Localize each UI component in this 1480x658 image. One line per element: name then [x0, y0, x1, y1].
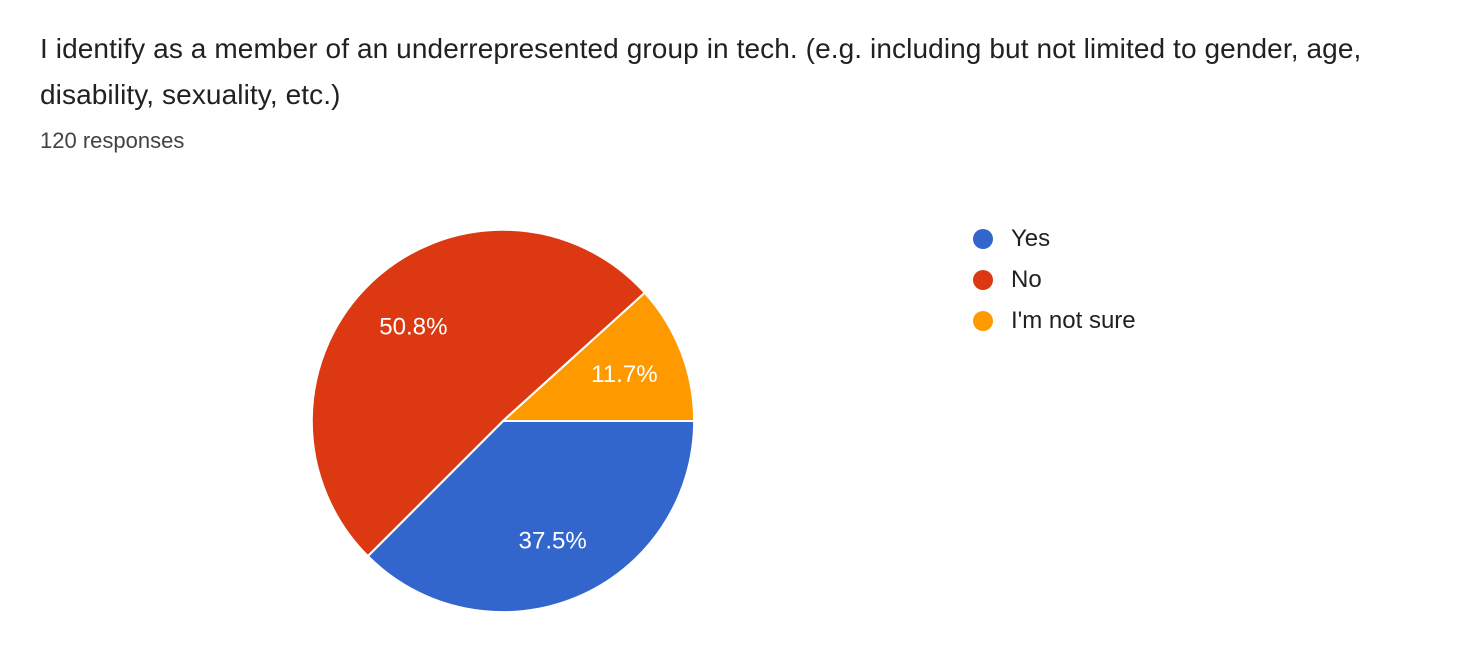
- pie-slice-yes[interactable]: [366, 419, 696, 614]
- pie-chart-area: 37.5% 50.8% 11.7% Yes No I'm not sure: [40, 225, 1440, 626]
- form-response-card: I identify as a member of an underrepres…: [40, 33, 1440, 626]
- question-title: I identify as a member of an underrepres…: [40, 33, 1362, 110]
- slice-label-no: 50.8%: [379, 313, 447, 340]
- legend-label-no: No: [1011, 265, 1042, 293]
- legend-dot-yes-icon: [973, 228, 993, 249]
- legend-item-no: No: [973, 259, 1136, 300]
- responses-count: 120 responses: [40, 128, 185, 153]
- pie-chart: 37.5% 50.8% 11.7%: [310, 228, 696, 614]
- legend-label-yes: Yes: [1011, 224, 1051, 252]
- legend-dot-not-sure-icon: [973, 310, 993, 331]
- slice-label-yes: 37.5%: [519, 528, 587, 555]
- chart-legend: Yes No I'm not sure: [973, 218, 1136, 341]
- legend-item-not-sure: I'm not sure: [973, 300, 1136, 341]
- slice-label-not-sure: 11.7%: [591, 361, 658, 388]
- legend-dot-no-icon: [973, 269, 993, 290]
- pie-slice-not-sure[interactable]: [501, 291, 696, 423]
- pie-slice-no[interactable]: [310, 228, 646, 558]
- pie-chart-wrapper: 37.5% 50.8% 11.7%: [308, 226, 698, 616]
- legend-item-yes: Yes: [973, 218, 1136, 259]
- legend-label-not-sure: I'm not sure: [1011, 306, 1136, 334]
